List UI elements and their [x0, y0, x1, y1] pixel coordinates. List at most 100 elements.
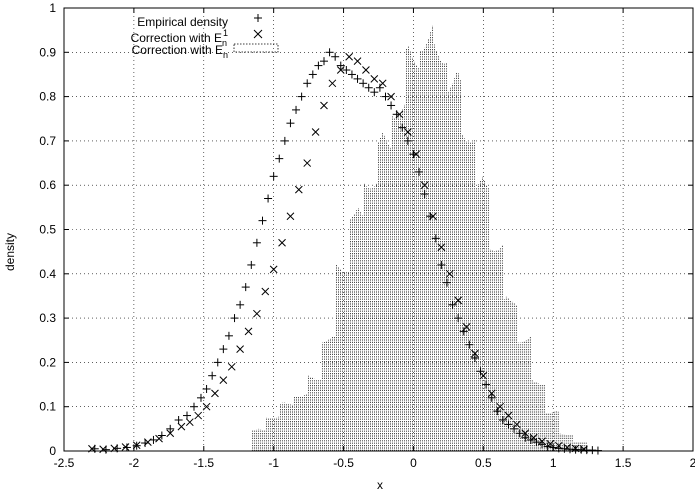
- plus-point: [521, 433, 530, 442]
- legend-label-empirical: Empirical density: [137, 15, 228, 29]
- cross-point: [320, 101, 328, 110]
- cross-point: [244, 327, 253, 336]
- plus-point: [269, 172, 278, 181]
- plus-point: [498, 415, 507, 424]
- plus-point: [431, 234, 440, 243]
- plus-point: [381, 92, 390, 101]
- cross-point: [420, 181, 429, 190]
- y-axis-label: density: [3, 233, 17, 271]
- plus-point: [476, 367, 485, 376]
- legend-marker-impulse: [233, 43, 279, 53]
- cross-point: [261, 287, 270, 296]
- plus-point: [331, 52, 340, 61]
- cross-point: [132, 441, 141, 450]
- cross-point: [311, 128, 320, 136]
- plus-point: [264, 194, 273, 203]
- x-tick-label: 2: [690, 456, 695, 470]
- plot-frame: [63, 7, 694, 452]
- y-tick-label: 0.7: [39, 134, 56, 148]
- plus-point: [470, 353, 479, 362]
- cross-point: [395, 110, 404, 119]
- plus-point: [442, 278, 451, 287]
- plus-point: [370, 88, 379, 97]
- x-tick-label: 0: [410, 456, 417, 470]
- cross-point: [269, 265, 278, 274]
- plus-point: [459, 327, 468, 336]
- plus-point: [219, 345, 228, 354]
- plus-point: [482, 380, 491, 389]
- cross-point: [144, 438, 152, 446]
- plus-point: [364, 83, 373, 92]
- plus-point: [347, 70, 356, 79]
- cross-point: [166, 429, 175, 438]
- y-tick-label: 0.2: [39, 355, 56, 369]
- legend-marker-cross: [253, 29, 263, 39]
- cross-point: [336, 66, 345, 74]
- plus-point: [359, 79, 368, 88]
- y-tick-label: 0.9: [39, 45, 56, 59]
- cross-point: [362, 66, 370, 74]
- plus-point: [510, 424, 519, 433]
- plus-point: [247, 260, 256, 269]
- x-tick-label: 1: [550, 456, 557, 470]
- plus-point: [202, 384, 211, 393]
- plus-point: [303, 79, 312, 88]
- correction-e1-series: [88, 52, 588, 454]
- cross-point: [353, 57, 362, 66]
- cross-point: [563, 443, 572, 452]
- plus-point: [297, 92, 306, 101]
- plus-point: [336, 61, 345, 70]
- plus-point: [286, 119, 295, 128]
- y-tick-label: 1: [49, 1, 56, 15]
- cross-point: [253, 309, 261, 318]
- plus-point: [319, 57, 328, 66]
- plus-point: [230, 314, 239, 323]
- plus-point: [149, 435, 158, 444]
- cross-point: [345, 52, 354, 61]
- y-tick-label: 0: [49, 444, 56, 458]
- cross-point: [462, 323, 471, 331]
- cross-point: [294, 185, 303, 194]
- y-tick-label: 0.1: [39, 400, 56, 414]
- plus-point: [166, 424, 175, 433]
- plus-point: [292, 105, 301, 114]
- cross-point: [211, 389, 219, 398]
- cross-point: [236, 345, 244, 353]
- cross-point: [387, 92, 395, 101]
- y-tick-label: 0.6: [39, 178, 56, 192]
- plus-point: [122, 443, 131, 452]
- cross-point: [504, 411, 513, 420]
- plus-point: [454, 314, 463, 323]
- cross-point: [521, 429, 530, 438]
- cross-point: [278, 238, 286, 247]
- grid: [63, 7, 694, 452]
- plus-point: [241, 283, 250, 292]
- plus-point: [532, 438, 541, 447]
- plus-point: [236, 300, 245, 309]
- y-tick-label: 0.3: [39, 311, 56, 325]
- legend: Empirical density Correction with En1 Co…: [131, 14, 279, 60]
- cross-point: [121, 443, 130, 451]
- cross-point: [487, 389, 496, 398]
- x-tick-labels: -2.5 -2 -1.5 -1 -0.5 0 0.5 1 1.5 2: [54, 456, 695, 470]
- plus-point: [515, 429, 524, 438]
- plus-point: [403, 136, 412, 145]
- plus-point: [504, 420, 513, 429]
- plus-point: [141, 439, 150, 448]
- plus-point: [415, 167, 424, 176]
- cross-point: [445, 269, 454, 278]
- plus-point: [308, 70, 317, 79]
- cross-point: [370, 75, 379, 83]
- cross-point: [529, 433, 538, 442]
- cross-point: [202, 402, 211, 411]
- plus-point: [387, 101, 396, 110]
- empirical-series: [90, 48, 602, 455]
- x-tick-label: -1.5: [193, 456, 214, 470]
- x-tick-label: -0.5: [333, 456, 354, 470]
- plus-point: [448, 300, 457, 309]
- cross-point: [303, 159, 312, 167]
- plus-point: [213, 358, 222, 367]
- plus-point: [208, 371, 217, 380]
- legend-label-correction-e1: Correction with En1: [131, 28, 228, 48]
